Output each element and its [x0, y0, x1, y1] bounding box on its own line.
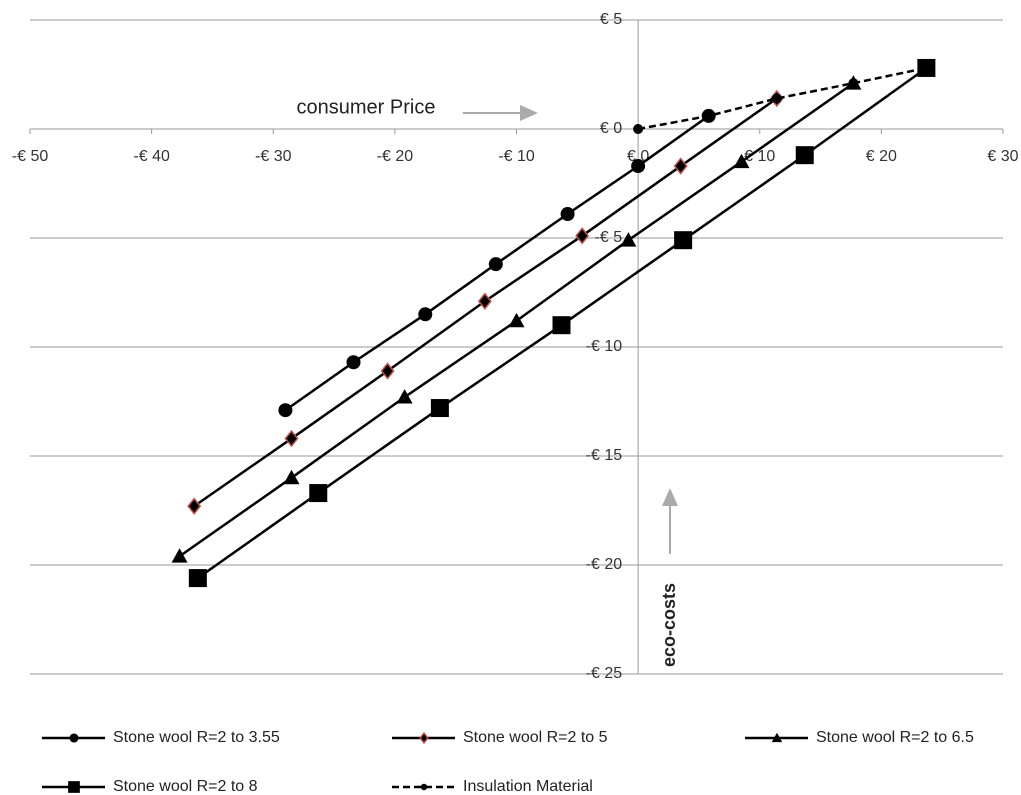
point [795, 146, 814, 165]
x-tick-label: € 10 [744, 148, 775, 165]
point [284, 429, 299, 448]
y-tick-label: -€ 5 [595, 229, 623, 246]
point [188, 569, 207, 588]
point [418, 307, 433, 322]
y-tick-label: -€ 20 [586, 556, 623, 573]
legend-label: Stone wool R=2 to 3.55 [113, 729, 280, 746]
point [430, 399, 449, 418]
grid [29, 19, 1004, 675]
x-tick-label: -€ 10 [498, 148, 535, 165]
x-tick-label: € 30 [987, 148, 1018, 165]
point [346, 355, 361, 370]
point [278, 403, 293, 418]
point [68, 781, 80, 793]
point [396, 389, 413, 404]
x-tick-label: -€ 40 [133, 148, 170, 165]
y-tick-label: € 5 [600, 11, 622, 28]
point [733, 153, 750, 169]
y-tick-label: € 0 [600, 120, 622, 137]
point [575, 227, 590, 245]
point [674, 231, 693, 250]
annotation: eco-costs [659, 583, 679, 667]
legend-label: Stone wool R=2 to 6.5 [816, 729, 974, 746]
point [69, 733, 79, 743]
x-tick-label: -€ 20 [377, 148, 414, 165]
point [673, 157, 688, 175]
point [283, 469, 300, 485]
point [552, 316, 571, 335]
series-line [637, 66, 927, 131]
y-tick-label: -€ 10 [586, 338, 623, 355]
point [380, 362, 395, 380]
y-tick-label: -€ 25 [586, 665, 623, 682]
point [631, 159, 646, 174]
point [703, 110, 714, 121]
x-tick-label: € 20 [866, 148, 897, 165]
point [477, 292, 492, 310]
point [848, 78, 859, 89]
x-tick-label: -€ 50 [12, 148, 49, 165]
annotation: consumer Price [297, 96, 436, 118]
point [771, 732, 783, 743]
point [420, 783, 428, 791]
y-tick-label: -€ 15 [586, 447, 623, 464]
point [771, 93, 782, 104]
legend-label: Stone wool R=2 to 8 [113, 778, 258, 795]
point [309, 484, 328, 503]
point [560, 207, 575, 222]
x-tick-label: -€ 30 [255, 148, 292, 165]
point [419, 731, 429, 745]
point [171, 548, 188, 563]
point [508, 312, 525, 328]
point [187, 497, 202, 515]
point [921, 62, 932, 73]
point [633, 124, 644, 134]
legend-label: Stone wool R=2 to 5 [463, 729, 608, 746]
point [488, 257, 503, 272]
point [620, 232, 637, 247]
legend-label: Insulation Material [463, 778, 593, 795]
